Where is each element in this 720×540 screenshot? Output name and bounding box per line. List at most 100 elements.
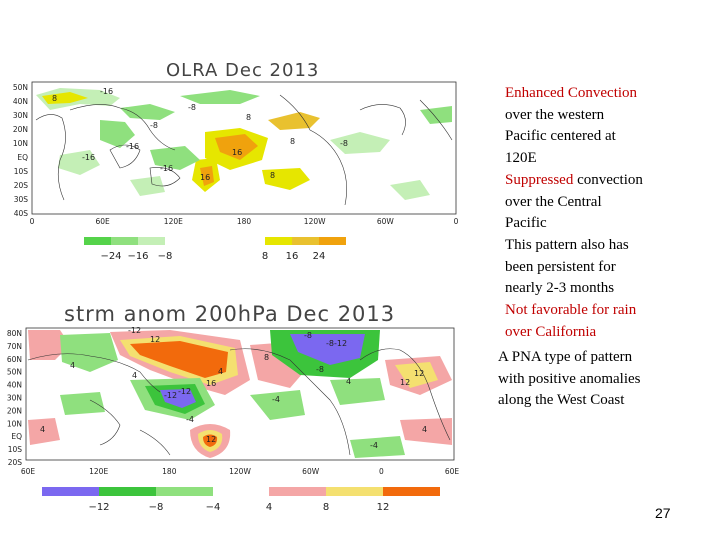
y-tick-label: 40N: [7, 381, 22, 390]
text-line: A PNA type of pattern: [498, 349, 633, 365]
x-tick-label: 60W: [302, 467, 320, 476]
olr-contour-labels: -16 -16 -8 -8 8 8 16 16 -16 -8 8 -16 8: [52, 87, 348, 182]
legend-label: −4: [206, 502, 221, 513]
olr-contour-label: -16: [82, 153, 95, 162]
olr-shade-negative: [130, 176, 165, 196]
x-tick-label: 120E: [164, 217, 183, 226]
y-tick-label: 80N: [7, 329, 22, 338]
olr-contour-label: 16: [200, 173, 210, 182]
strm-contour-label: 4: [132, 371, 137, 380]
legend-label: −24: [100, 251, 121, 262]
text-line: over the western: [505, 106, 605, 123]
strm-contour-label: 4: [70, 361, 75, 370]
strm-shade-positive: [203, 434, 218, 447]
olr-coastlines: [35, 94, 453, 206]
legend-label: −8: [158, 251, 173, 262]
text-line: with positive anomalies: [498, 370, 641, 387]
x-tick-label: 60W: [377, 217, 395, 226]
strm-shade-positive: [130, 341, 228, 378]
strm-contour-label: -12: [164, 391, 177, 400]
olr-anomaly-shading: [36, 88, 452, 200]
olr-contour-label: 8: [290, 137, 295, 146]
legend-swatch: [319, 237, 346, 245]
y-tick-label: EQ: [17, 153, 28, 162]
legend-label: −12: [88, 502, 109, 513]
enhanced-convection-line: Enhanced Convection: [505, 85, 638, 101]
text-line: been persistent for: [505, 258, 616, 275]
olr-shade-negative: [100, 120, 135, 148]
text-line: along the West Coast: [498, 392, 625, 409]
text-line: Pacific: [505, 215, 547, 232]
y-tick-label: 40N: [13, 97, 28, 106]
suppressed-convection-line: Suppressed convection: [505, 170, 715, 192]
slide-number: 27: [655, 505, 671, 521]
y-tick-label: 70N: [7, 342, 22, 351]
olr-shade-negative: [330, 132, 390, 154]
y-tick-label: 10N: [13, 139, 28, 148]
olr-contour-label: -16: [126, 142, 139, 151]
x-tick-label: 0: [454, 217, 459, 226]
strm-y-axis: 80N 70N 60N 50N 40N 30N 20N 10N EQ 10S 20S: [7, 329, 22, 467]
strm-shade-negative: [330, 378, 385, 405]
x-tick-label: 0: [379, 467, 384, 476]
olr-contour-label: -8: [188, 103, 196, 112]
legend-swatch: [42, 487, 99, 496]
strm-shade-negative: [350, 436, 405, 458]
strm-coastlines: [27, 348, 451, 456]
x-tick-label: 180: [237, 217, 252, 226]
strm-contour-label: -12: [178, 387, 191, 396]
olr-contour-label: -8: [340, 139, 348, 148]
text-line-rest: convection: [573, 171, 643, 188]
olr-shade-negative: [420, 106, 452, 124]
strm-contour-label: 12: [414, 369, 424, 378]
strm-anomaly-shading: [28, 330, 452, 458]
legend-label: −16: [127, 251, 148, 262]
y-tick-label: 10S: [14, 167, 29, 176]
x-tick-label: 120E: [89, 467, 108, 476]
legend-swatch: [111, 237, 138, 245]
legend-swatch: [84, 237, 111, 245]
olr-contour-label: 8: [246, 113, 251, 122]
strm-contour-label: 12: [400, 378, 410, 387]
strm-contour-labels: -12 12 -8 -12 -8 4 4 -12 16 4 12 -4 4 -4…: [40, 326, 427, 450]
olr-legend: −24 −16 −8 8 16 24: [84, 237, 346, 262]
y-tick-label: 30N: [7, 394, 22, 403]
strm-contour-label: 8: [264, 353, 269, 362]
y-tick-label: 50N: [7, 368, 22, 377]
text-line: Pacific centered at: [505, 128, 616, 145]
strm-shade-negative: [250, 390, 305, 420]
legend-swatch: [99, 487, 156, 496]
olr-shade-negative: [180, 90, 260, 104]
olr-shade-negative: [150, 146, 200, 170]
legend-label: 4: [266, 502, 272, 513]
olr-shade-negative: [120, 104, 175, 120]
strm-contour-label: 12: [150, 335, 160, 344]
olr-shade-positive: [42, 92, 88, 104]
california-line: over California: [505, 323, 597, 340]
x-tick-label: 180: [162, 467, 177, 476]
olr-contour-label: -16: [100, 87, 113, 96]
legend-swatch: [138, 237, 165, 245]
olr-shade-positive: [200, 166, 214, 186]
y-tick-label: 30S: [14, 195, 29, 204]
x-tick-label: 0: [30, 217, 35, 226]
strm-shade-positive: [28, 330, 70, 360]
y-tick-label: 40S: [14, 209, 29, 218]
strm-contour-label: 4: [422, 425, 427, 434]
olr-contour-label: 16: [232, 148, 242, 157]
suppressed-word: Suppressed: [505, 171, 574, 188]
legend-swatch: [292, 237, 319, 245]
y-tick-label: 20N: [13, 125, 28, 134]
x-tick-label: 60E: [96, 217, 111, 226]
strm-contour-label: -4: [272, 395, 280, 404]
strm-shade-positive: [395, 362, 438, 388]
y-tick-label: 20N: [7, 406, 22, 415]
olr-y-axis: 50N 40N 30N 20N 10N EQ 10S 20S 30S 40S: [13, 83, 28, 218]
legend-swatch: [156, 487, 213, 496]
x-tick-label: 60E: [21, 467, 36, 476]
strm-contour-label: -8: [326, 339, 334, 348]
legend-swatch: [265, 237, 292, 245]
strm-shade-positive: [28, 418, 60, 445]
strm-shade-positive: [400, 418, 452, 445]
pna-text: A PNA type of pattern with positive anom…: [498, 347, 713, 412]
